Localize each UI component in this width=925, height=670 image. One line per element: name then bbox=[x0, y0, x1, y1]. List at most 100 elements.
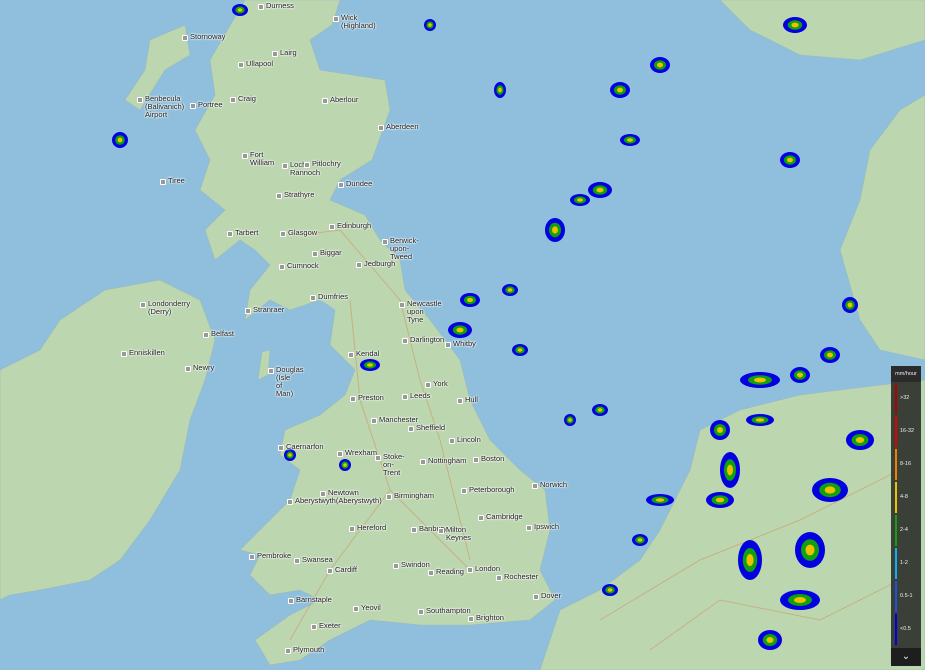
place-name: Darlington bbox=[410, 335, 445, 344]
legend-color-swatch bbox=[895, 548, 897, 579]
place-label: Manchester bbox=[371, 416, 418, 424]
legend-band: 8-16 bbox=[891, 448, 921, 481]
place-label: Preston bbox=[350, 394, 384, 402]
continent bbox=[539, 379, 925, 670]
place-label: Aberlour bbox=[322, 96, 358, 104]
place-label: Whitby bbox=[445, 340, 476, 348]
place-label: Hereford bbox=[349, 524, 386, 532]
place-label: Sheffield bbox=[408, 424, 445, 432]
legend-band-label: 0.5-1 bbox=[900, 593, 913, 599]
place-marker-icon bbox=[478, 515, 484, 521]
place-marker-icon bbox=[526, 525, 532, 531]
place-label: Benbecula (Balivanich) Airport bbox=[137, 95, 184, 119]
place-name: Reading bbox=[436, 567, 464, 576]
place-name: Benbecula (Balivanich) Airport bbox=[145, 94, 185, 119]
place-marker-icon bbox=[285, 648, 291, 654]
rain-cell bbox=[855, 437, 865, 443]
place-name: Cambridge bbox=[486, 512, 523, 521]
place-label: Norwich bbox=[532, 481, 567, 489]
rain-cell bbox=[456, 327, 464, 333]
place-name: Enniskillen bbox=[129, 348, 165, 357]
rain-cell bbox=[715, 497, 725, 503]
rain-cell bbox=[467, 297, 473, 303]
place-name: Stoke- on- Trent bbox=[383, 452, 405, 477]
place-marker-icon bbox=[420, 459, 426, 465]
place-marker-icon bbox=[408, 426, 414, 432]
place-marker-icon bbox=[393, 563, 399, 569]
place-label: Berwick- upon- Tweed bbox=[382, 237, 419, 261]
place-name: Ullapool bbox=[246, 59, 274, 68]
place-name: Exeter bbox=[319, 621, 341, 630]
place-marker-icon bbox=[337, 451, 343, 457]
place-name: Londonderry (Derry) bbox=[148, 299, 191, 316]
place-label: Banbury bbox=[411, 525, 447, 533]
place-marker-icon bbox=[310, 295, 316, 301]
place-marker-icon bbox=[230, 97, 236, 103]
place-name: York bbox=[433, 379, 448, 388]
place-name: Cardiff bbox=[335, 565, 357, 574]
place-label: Fort William bbox=[242, 151, 274, 167]
place-name: Douglas (Isle of Man) bbox=[276, 365, 304, 398]
rain-cell bbox=[797, 372, 803, 378]
rain-cell bbox=[577, 198, 583, 202]
rain-cell bbox=[655, 498, 665, 502]
rain-cell bbox=[824, 486, 836, 494]
legend-band-label: 2-4 bbox=[900, 527, 908, 533]
place-name: Norwich bbox=[540, 480, 568, 489]
place-label: Birmingham bbox=[386, 492, 434, 500]
legend-band-label: 1-2 bbox=[900, 560, 908, 566]
place-name: Manchester bbox=[379, 415, 419, 424]
rain-cell bbox=[727, 464, 733, 476]
place-marker-icon bbox=[533, 594, 539, 600]
place-label: Lairg bbox=[272, 49, 297, 57]
place-label: Durness bbox=[258, 2, 294, 10]
place-name: Aberdeen bbox=[386, 122, 419, 131]
place-label: Dundee bbox=[338, 180, 372, 188]
place-marker-icon bbox=[304, 162, 310, 168]
place-name: Stornoway bbox=[190, 32, 226, 41]
place-label: Brighton bbox=[468, 614, 504, 622]
rain-cell bbox=[657, 62, 663, 68]
place-marker-icon bbox=[329, 224, 335, 230]
place-name: Aberlour bbox=[330, 95, 359, 104]
place-name: Loch Rannoch bbox=[290, 160, 321, 177]
place-name: Nottingham bbox=[428, 456, 467, 465]
place-label: Hull bbox=[457, 396, 478, 404]
place-name: Dumfries bbox=[318, 292, 349, 301]
place-name: Lairg bbox=[280, 48, 297, 57]
place-label: Portree bbox=[190, 101, 223, 109]
place-marker-icon bbox=[238, 62, 244, 68]
place-name: Jedburgh bbox=[364, 259, 396, 268]
place-name: Edinburgh bbox=[337, 221, 372, 230]
place-marker-icon bbox=[190, 103, 196, 109]
place-label: Nottingham bbox=[420, 457, 466, 465]
place-name: Dover bbox=[541, 591, 562, 600]
place-marker-icon bbox=[402, 394, 408, 400]
rain-radar-overlay bbox=[112, 4, 874, 650]
place-name: Caernarfon bbox=[286, 442, 324, 451]
rain-cell bbox=[428, 23, 432, 27]
rain-cell bbox=[717, 427, 723, 433]
place-name: Craig bbox=[238, 94, 256, 103]
place-marker-icon bbox=[399, 302, 405, 308]
place-name: Newry bbox=[193, 363, 215, 372]
place-marker-icon bbox=[386, 494, 392, 500]
place-name: Brighton bbox=[476, 613, 504, 622]
place-marker-icon bbox=[312, 251, 318, 257]
place-label: Plymouth bbox=[285, 646, 324, 654]
legend-expand-button[interactable]: ⌄ bbox=[891, 648, 921, 666]
legend-band: 4-8 bbox=[891, 481, 921, 514]
place-marker-icon bbox=[276, 193, 282, 199]
place-label: Glasgow bbox=[280, 229, 317, 237]
place-name: Tarbert bbox=[235, 228, 259, 237]
place-name: Pitlochry bbox=[312, 159, 341, 168]
place-marker-icon bbox=[425, 382, 431, 388]
legend-band-label: 4-8 bbox=[900, 494, 908, 500]
place-name: Berwick- upon- Tweed bbox=[390, 236, 419, 261]
place-name: Lincoln bbox=[457, 435, 481, 444]
place-label: Tarbert bbox=[227, 229, 258, 237]
place-marker-icon bbox=[438, 528, 444, 534]
place-marker-icon bbox=[249, 554, 255, 560]
legend-color-swatch bbox=[895, 482, 897, 513]
place-marker-icon bbox=[473, 457, 479, 463]
